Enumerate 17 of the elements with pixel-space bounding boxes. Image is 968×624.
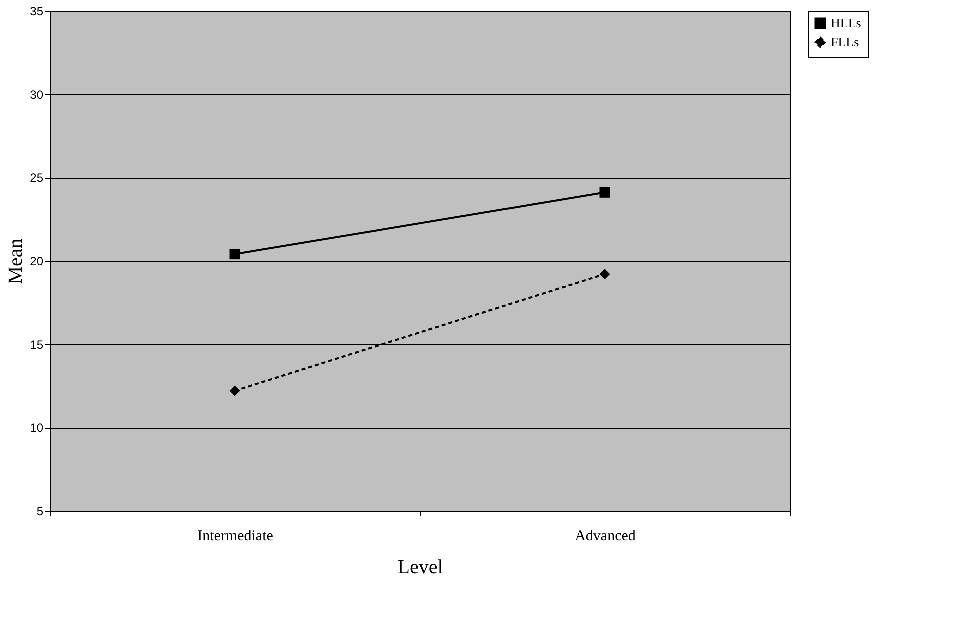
y-tick-label: 5 bbox=[36, 504, 44, 518]
x-tick-label: Intermediate bbox=[198, 528, 274, 544]
y-tick-label: 10 bbox=[30, 421, 44, 436]
y-tick-label: 25 bbox=[30, 171, 44, 186]
x-axis-title: Level bbox=[398, 556, 444, 578]
y-axis-title: Mean bbox=[5, 238, 28, 284]
point bbox=[600, 187, 610, 198]
point bbox=[600, 269, 610, 280]
legend-label: FLLs bbox=[831, 34, 860, 50]
y-tick-label: 15 bbox=[30, 338, 44, 352]
point bbox=[230, 249, 240, 260]
point bbox=[230, 386, 240, 396]
y-tick-label: 30 bbox=[30, 88, 44, 102]
x-tick-label: Advanced bbox=[575, 528, 636, 544]
y-tick-label: 20 bbox=[30, 254, 44, 268]
y-tick-label: 35 bbox=[30, 4, 44, 18]
legend-label: HLLs bbox=[831, 16, 862, 30]
